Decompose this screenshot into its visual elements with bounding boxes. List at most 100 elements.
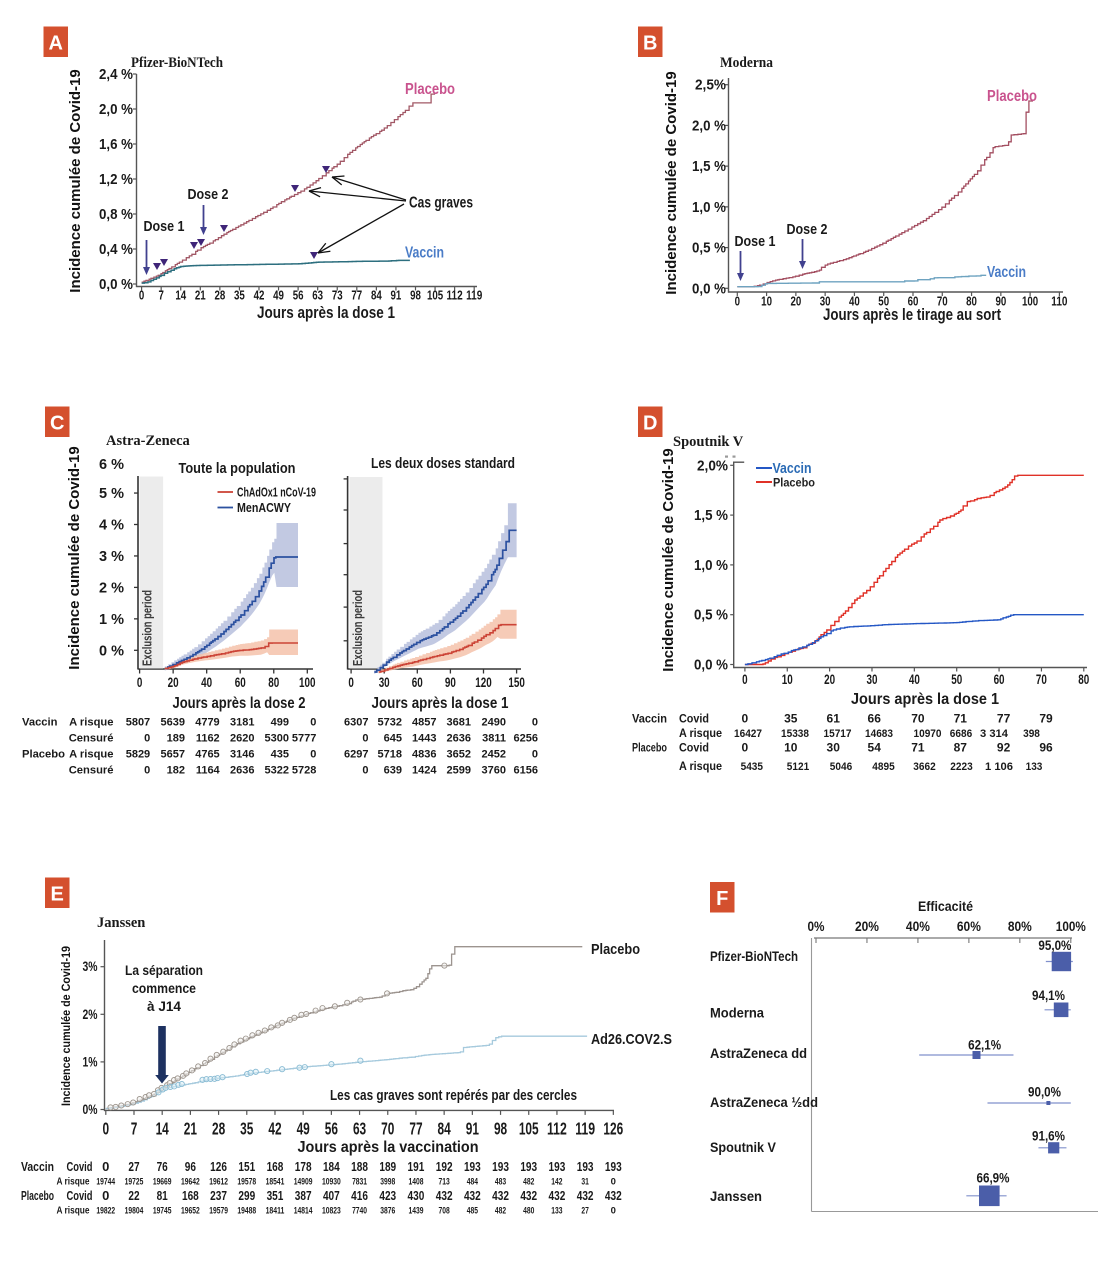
svg-text:6297: 6297 bbox=[344, 749, 368, 761]
svg-text:70: 70 bbox=[1036, 672, 1047, 687]
svg-text:432: 432 bbox=[577, 1188, 594, 1203]
svg-text:A risque: A risque bbox=[679, 726, 722, 740]
svg-text:70: 70 bbox=[381, 1119, 394, 1139]
svg-text:182: 182 bbox=[167, 765, 185, 777]
svg-text:Placebo: Placebo bbox=[987, 88, 1037, 105]
svg-text:28: 28 bbox=[212, 1119, 225, 1139]
svg-text:Jours après la dose 1: Jours après la dose 1 bbox=[257, 304, 395, 322]
svg-text:3662: 3662 bbox=[913, 761, 935, 773]
svg-text:79: 79 bbox=[1039, 712, 1053, 726]
svg-text:5728: 5728 bbox=[292, 765, 316, 777]
svg-text:Dose 2: Dose 2 bbox=[787, 221, 828, 238]
svg-text:2,0%: 2,0% bbox=[697, 458, 728, 474]
svg-text:105: 105 bbox=[519, 1119, 539, 1139]
svg-text:Covid: Covid bbox=[679, 712, 709, 726]
svg-text:Incidence cumulée de Covid-19: Incidence cumulée de Covid-19 bbox=[67, 69, 84, 292]
svg-text:Placebo: Placebo bbox=[632, 741, 667, 755]
svg-text:20: 20 bbox=[790, 294, 801, 309]
svg-text:4857: 4857 bbox=[412, 717, 436, 729]
svg-text:19612: 19612 bbox=[209, 1176, 228, 1187]
svg-text:432: 432 bbox=[605, 1188, 622, 1203]
svg-text:Jours après la dose 2: Jours après la dose 2 bbox=[173, 695, 306, 712]
svg-text:0: 0 bbox=[532, 717, 538, 729]
svg-text:7831: 7831 bbox=[352, 1176, 368, 1187]
svg-text:10: 10 bbox=[761, 294, 772, 309]
svg-text:60: 60 bbox=[908, 294, 919, 309]
svg-text:407: 407 bbox=[323, 1188, 340, 1203]
svg-text:22: 22 bbox=[128, 1188, 139, 1203]
svg-text:87: 87 bbox=[954, 741, 968, 755]
svg-text:499: 499 bbox=[271, 717, 289, 729]
svg-text:435: 435 bbox=[271, 749, 289, 761]
svg-text:6686: 6686 bbox=[950, 728, 972, 740]
svg-text:0: 0 bbox=[742, 672, 748, 687]
svg-text:0,5 %: 0,5 % bbox=[692, 241, 726, 257]
svg-text:40%: 40% bbox=[906, 918, 930, 934]
svg-text:5121: 5121 bbox=[787, 761, 809, 773]
svg-text:5829: 5829 bbox=[126, 749, 150, 761]
svg-text:0: 0 bbox=[348, 675, 354, 690]
svg-text:0: 0 bbox=[362, 733, 368, 745]
svg-text:0: 0 bbox=[102, 1159, 109, 1174]
svg-text:Dose 1: Dose 1 bbox=[735, 233, 776, 250]
svg-text:193: 193 bbox=[464, 1159, 481, 1174]
svg-text:Censuré: Censuré bbox=[69, 733, 114, 745]
svg-text:168: 168 bbox=[182, 1188, 199, 1203]
svg-text:E: E bbox=[51, 884, 64, 906]
svg-text:0: 0 bbox=[735, 294, 740, 309]
svg-text:119: 119 bbox=[575, 1119, 595, 1139]
svg-text:76: 76 bbox=[157, 1159, 168, 1174]
svg-text:3 %: 3 % bbox=[99, 549, 124, 565]
svg-text:237: 237 bbox=[210, 1188, 227, 1203]
svg-text:0,0 %: 0,0 % bbox=[692, 281, 726, 297]
svg-text:0 %: 0 % bbox=[99, 643, 124, 659]
svg-text:49: 49 bbox=[273, 288, 284, 303]
svg-text:0: 0 bbox=[103, 1119, 110, 1139]
svg-text:432: 432 bbox=[520, 1188, 537, 1203]
svg-text:6256: 6256 bbox=[514, 733, 538, 745]
svg-text:Jours après la vaccination: Jours après la vaccination bbox=[298, 1139, 479, 1156]
svg-text:2,0 %: 2,0 % bbox=[692, 118, 726, 134]
svg-text:1439: 1439 bbox=[408, 1205, 423, 1216]
svg-text:20%: 20% bbox=[855, 918, 879, 934]
svg-text:Covid: Covid bbox=[679, 741, 709, 755]
svg-text:0%: 0% bbox=[808, 918, 825, 934]
svg-text:19488: 19488 bbox=[237, 1205, 256, 1216]
svg-text:Placebo: Placebo bbox=[21, 1188, 54, 1203]
svg-text:0: 0 bbox=[611, 1176, 616, 1187]
svg-text:C: C bbox=[50, 413, 64, 435]
svg-text:19642: 19642 bbox=[181, 1176, 200, 1187]
svg-text:70: 70 bbox=[911, 712, 925, 726]
svg-text:Exclusion period: Exclusion period bbox=[351, 590, 365, 666]
svg-text:40: 40 bbox=[849, 294, 860, 309]
svg-text:3146: 3146 bbox=[230, 749, 254, 761]
svg-text:21: 21 bbox=[195, 288, 206, 303]
svg-text:Moderna: Moderna bbox=[710, 1005, 764, 1021]
svg-text:Incidence cumulée de Covid-19: Incidence cumulée de Covid-19 bbox=[663, 71, 680, 294]
svg-text:483: 483 bbox=[495, 1176, 506, 1187]
svg-text:10930: 10930 bbox=[322, 1176, 341, 1187]
svg-text:14: 14 bbox=[156, 1119, 169, 1139]
svg-text:14: 14 bbox=[175, 288, 186, 303]
svg-text:645: 645 bbox=[384, 733, 402, 745]
svg-text:Exclusion period: Exclusion period bbox=[141, 590, 155, 666]
svg-text:Incidence cumulée de Covid-19: Incidence cumulée de Covid-19 bbox=[66, 446, 83, 669]
svg-text:28: 28 bbox=[214, 288, 225, 303]
svg-text:1443: 1443 bbox=[412, 733, 436, 745]
svg-text:3181: 3181 bbox=[230, 717, 254, 729]
svg-text:2636: 2636 bbox=[447, 733, 471, 745]
svg-text:3876: 3876 bbox=[380, 1205, 395, 1216]
svg-text:Spoutnik V: Spoutnik V bbox=[673, 434, 744, 450]
svg-text:19652: 19652 bbox=[181, 1205, 200, 1216]
svg-text:1,2 %: 1,2 % bbox=[99, 172, 133, 188]
svg-text:80: 80 bbox=[966, 294, 977, 309]
svg-text:193: 193 bbox=[605, 1159, 622, 1174]
svg-text:Dose 2: Dose 2 bbox=[188, 186, 229, 203]
svg-text:60: 60 bbox=[235, 675, 246, 690]
svg-text:Vaccin: Vaccin bbox=[22, 717, 58, 729]
svg-text:126: 126 bbox=[603, 1119, 623, 1139]
svg-text:Jours après le tirage au sort: Jours après le tirage au sort bbox=[823, 306, 1001, 324]
svg-text:1,5 %: 1,5 % bbox=[692, 159, 726, 175]
svg-text:80%: 80% bbox=[1008, 918, 1032, 934]
svg-text:98: 98 bbox=[410, 288, 421, 303]
